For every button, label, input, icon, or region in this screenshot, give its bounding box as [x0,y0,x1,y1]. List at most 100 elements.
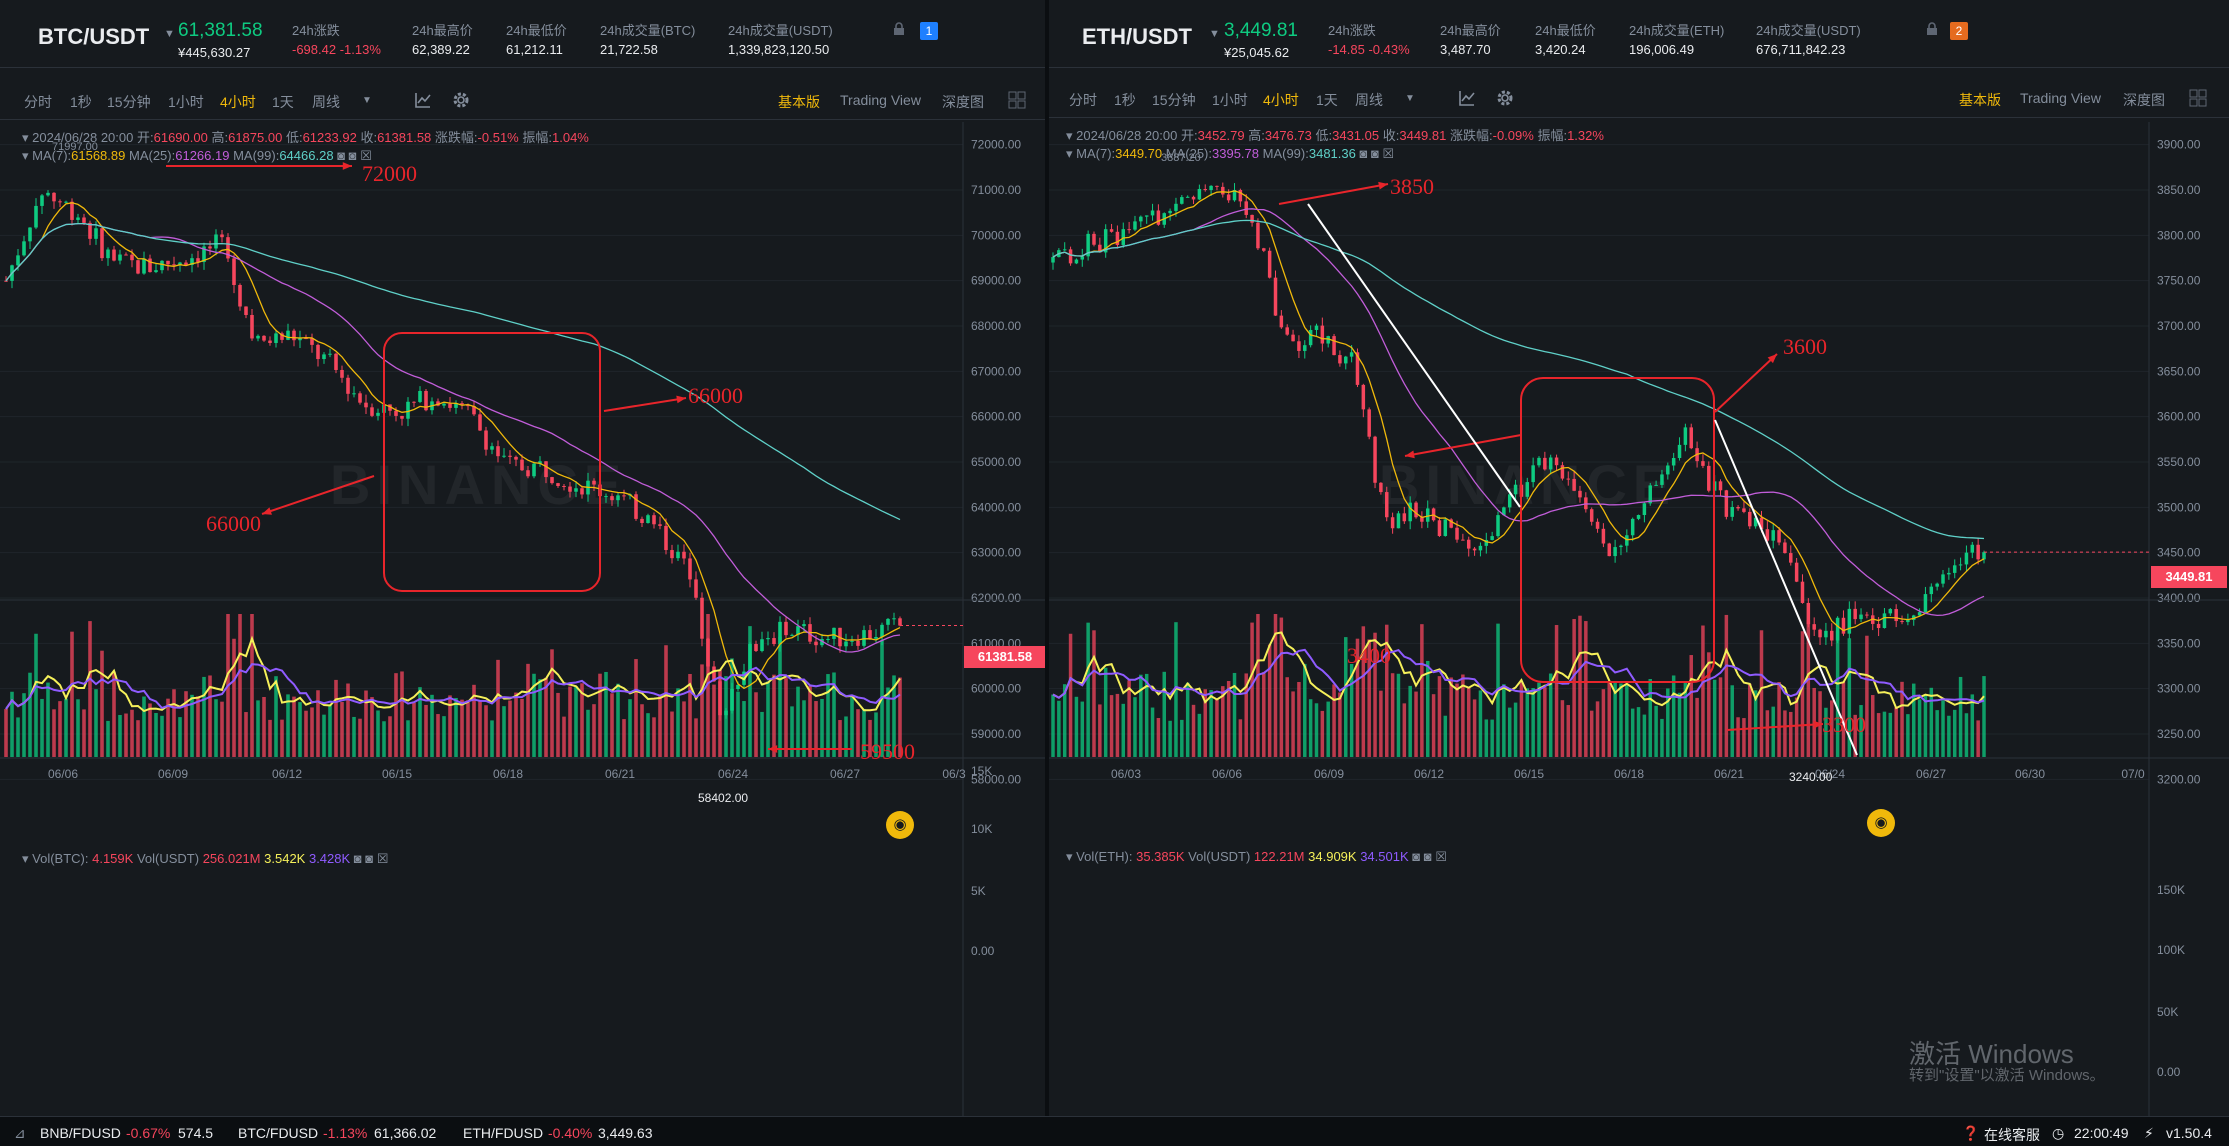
grid-layout-icon[interactable] [2188,88,2208,108]
ticker-pair[interactable]: BNB/FDUSD [40,1125,121,1141]
symbol-title[interactable]: ETH/USDT [1082,24,1192,49]
volume-bar [28,672,32,757]
help-icon[interactable]: ❓ [1962,1125,1980,1141]
ticker-change: -1.13% [323,1125,368,1141]
chevron-down-icon[interactable]: ▼ [164,28,175,40]
btc-candlestick-chart[interactable]: BINANCE 72000.00 71000.00 70000.00 69000.00… [0,122,1045,1116]
status-bar: ⊿ BNB/FDUSD -0.67% 574.5 BTC/FDUSD -1.13… [0,1116,2229,1146]
stat-value: 676,711,842.23 [1756,42,1846,57]
interval-tab[interactable]: 1天 [272,94,294,110]
volume-bar [592,704,596,757]
interval-tab[interactable]: 1秒 [70,94,92,110]
volume-bar [1625,683,1629,757]
view-depth[interactable]: 深度图 [2123,92,2165,108]
candle-body [1156,210,1161,225]
chevron-down-icon[interactable]: ▼ [362,95,372,106]
eth-candlestick-chart[interactable]: BINANCE 3900.00 3850.00 3800.00 3750.00 3700… [1049,122,2229,1116]
ticker-change: -0.67% [126,1125,171,1141]
pane-splitter[interactable] [1045,0,1049,1116]
candle-body [736,684,740,690]
interval-tab[interactable]: 分时 [24,94,52,110]
symbol-title[interactable]: BTC/USDT [38,24,150,49]
online-support-link[interactable]: 在线客服 [1984,1127,2040,1143]
candle-body [262,335,266,341]
candle-body [340,369,344,378]
lock-icon[interactable] [1925,22,1939,36]
eye-icon[interactable]: ◙ ◙ ☒ [1412,849,1447,864]
volume-bar [1718,677,1723,757]
chevron-down-icon[interactable]: ▼ [1209,28,1220,40]
candle-body [1853,608,1857,620]
candle-body [1285,327,1289,335]
stat-value: -698.42 -1.13% [292,42,381,57]
lock-icon[interactable] [892,22,906,36]
volume-bar [676,688,680,757]
interval-tab[interactable]: 1小时 [168,94,204,110]
volume-bar [1537,682,1541,757]
candle-body [1297,341,1301,351]
candle-body [322,354,326,360]
volume-bar [1361,626,1366,757]
view-tradingview[interactable]: Trading View [2020,90,2101,106]
volume-bar [706,614,710,757]
candle-body [550,477,554,484]
candle-body [796,626,800,635]
gear-icon[interactable] [451,90,471,110]
ma99-line [5,222,901,521]
indicator-icon[interactable] [1457,88,1477,108]
ticker-pair[interactable]: BTC/FDUSD [238,1125,319,1141]
y-tick-label: 3700.00 [2157,319,2201,333]
volume-bar [1144,673,1149,757]
window-badge[interactable]: 1 [920,22,938,40]
grid-layout-icon[interactable] [1007,90,1027,110]
interval-tab-active[interactable]: 4小时 [220,94,256,110]
volume-bar [1221,686,1225,757]
eye-icon[interactable]: ◙ ◙ ☒ [353,851,389,866]
view-basic[interactable]: 基本版 [778,94,820,110]
indicator-icon[interactable] [413,90,433,110]
volume-bar [1250,622,1254,757]
interval-tab[interactable]: 15分钟 [1152,92,1196,108]
candle-body [1765,529,1770,541]
candle-body [1625,535,1629,546]
volume-bar [1952,709,1957,757]
y-tick-label: 69000.00 [971,274,1021,288]
stat-label: 24h最高价 [1440,23,1501,38]
interval-tab[interactable]: 分时 [1069,92,1097,108]
version-icon: ⚡ [2144,1125,2154,1141]
candle-body [448,403,452,408]
price-cny: ¥25,045.62 [1224,45,1290,60]
view-basic[interactable]: 基本版 [1959,92,2001,108]
volume-bar [838,720,842,757]
interval-tab[interactable]: 周线 [1355,92,1383,108]
volume-bar [184,691,188,757]
window-badge[interactable]: 2 [1950,22,1968,40]
ticker-pair[interactable]: ETH/FDUSD [463,1125,544,1141]
chevron-down-icon[interactable]: ▼ [1405,93,1415,104]
y-tick-label: 58000.00 [971,772,1021,786]
view-tradingview[interactable]: Trading View [840,92,921,108]
eye-icon[interactable]: ◙ ◙ ☒ [337,148,372,163]
interval-tab[interactable]: 15分钟 [107,94,151,110]
candle-body [442,403,446,406]
volume-bar [1584,621,1588,757]
gear-icon[interactable] [1495,88,1515,108]
volume-bar [388,716,392,757]
eye-icon[interactable]: ◙ ◙ ☒ [1359,146,1395,161]
view-depth[interactable]: 深度图 [942,94,984,110]
coin-icon[interactable]: ◉ [1867,809,1895,837]
candle-body [1677,444,1682,459]
interval-tab[interactable]: 1天 [1316,92,1338,108]
volume-bar [1168,720,1172,757]
interval-tab[interactable]: 1秒 [1114,92,1136,108]
interval-tab[interactable]: 1小时 [1212,92,1248,108]
candle-body [124,254,128,256]
candle-body [118,254,122,261]
volume-bar [334,679,338,757]
candle-body [1174,203,1178,211]
interval-tab[interactable]: 周线 [312,94,340,110]
candle-body [880,624,884,637]
interval-tab-active[interactable]: 4小时 [1263,92,1299,108]
coin-icon[interactable]: ◉ [886,811,914,839]
candle-body [40,195,44,206]
